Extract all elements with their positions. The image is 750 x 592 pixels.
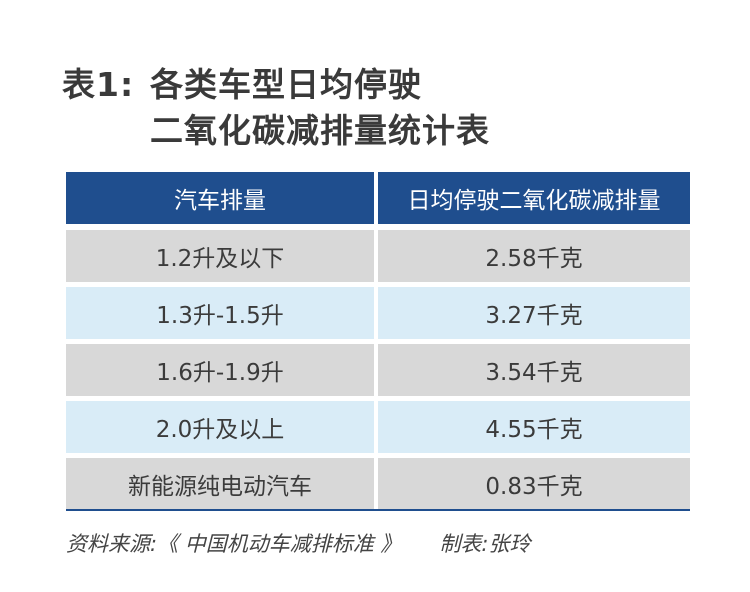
table-bottom-rule	[66, 509, 690, 511]
maker-note: 制表:张玲	[439, 532, 531, 556]
title-line-2: 二氧化碳减排量统计表	[62, 108, 490, 154]
table-row: 1.3升-1.5升 3.27千克	[66, 287, 690, 339]
displacement-cell: 新能源纯电动汽车	[66, 458, 374, 510]
title-prefix: 表1:	[62, 65, 135, 104]
table-row: 新能源纯电动汽车 0.83千克	[66, 458, 690, 510]
displacement-cell: 2.0升及以上	[66, 401, 374, 453]
table-row: 1.6升-1.9升 3.54千克	[66, 344, 690, 396]
reduction-cell: 4.55千克	[378, 401, 690, 453]
title-text-line-2: 二氧化碳减排量统计表	[150, 111, 490, 150]
header-displacement: 汽车排量	[66, 172, 374, 224]
source-note: 资料来源:《 中国机动车减排标准 》	[66, 532, 402, 556]
table-row: 2.0升及以上 4.55千克	[66, 401, 690, 453]
table-title: 表1: 各类车型日均停驶 二氧化碳减排量统计表	[62, 62, 490, 154]
title-line-1: 表1: 各类车型日均停驶	[62, 62, 490, 108]
displacement-cell: 1.2升及以下	[66, 230, 374, 282]
displacement-cell: 1.6升-1.9升	[66, 344, 374, 396]
table-row: 1.2升及以下 2.58千克	[66, 230, 690, 282]
reduction-cell: 0.83千克	[378, 458, 690, 510]
reduction-cell: 3.27千克	[378, 287, 690, 339]
table-header-row: 汽车排量 日均停驶二氧化碳减排量	[66, 172, 690, 224]
table-footer: 资料来源:《 中国机动车减排标准 》 制表:张玲	[66, 528, 531, 558]
reduction-cell: 3.54千克	[378, 344, 690, 396]
title-text-line-1: 各类车型日均停驶	[150, 65, 422, 104]
header-reduction: 日均停驶二氧化碳减排量	[378, 172, 690, 224]
reduction-cell: 2.58千克	[378, 230, 690, 282]
displacement-cell: 1.3升-1.5升	[66, 287, 374, 339]
